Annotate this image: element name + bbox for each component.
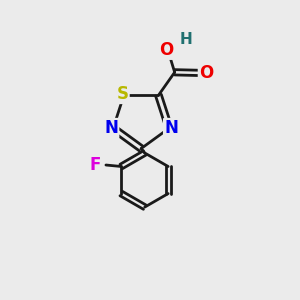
- Text: S: S: [116, 85, 128, 103]
- Text: N: N: [164, 119, 178, 137]
- Text: F: F: [90, 156, 101, 174]
- Text: N: N: [104, 119, 118, 137]
- Text: O: O: [199, 64, 213, 82]
- Text: H: H: [179, 32, 192, 47]
- Text: O: O: [159, 40, 173, 58]
